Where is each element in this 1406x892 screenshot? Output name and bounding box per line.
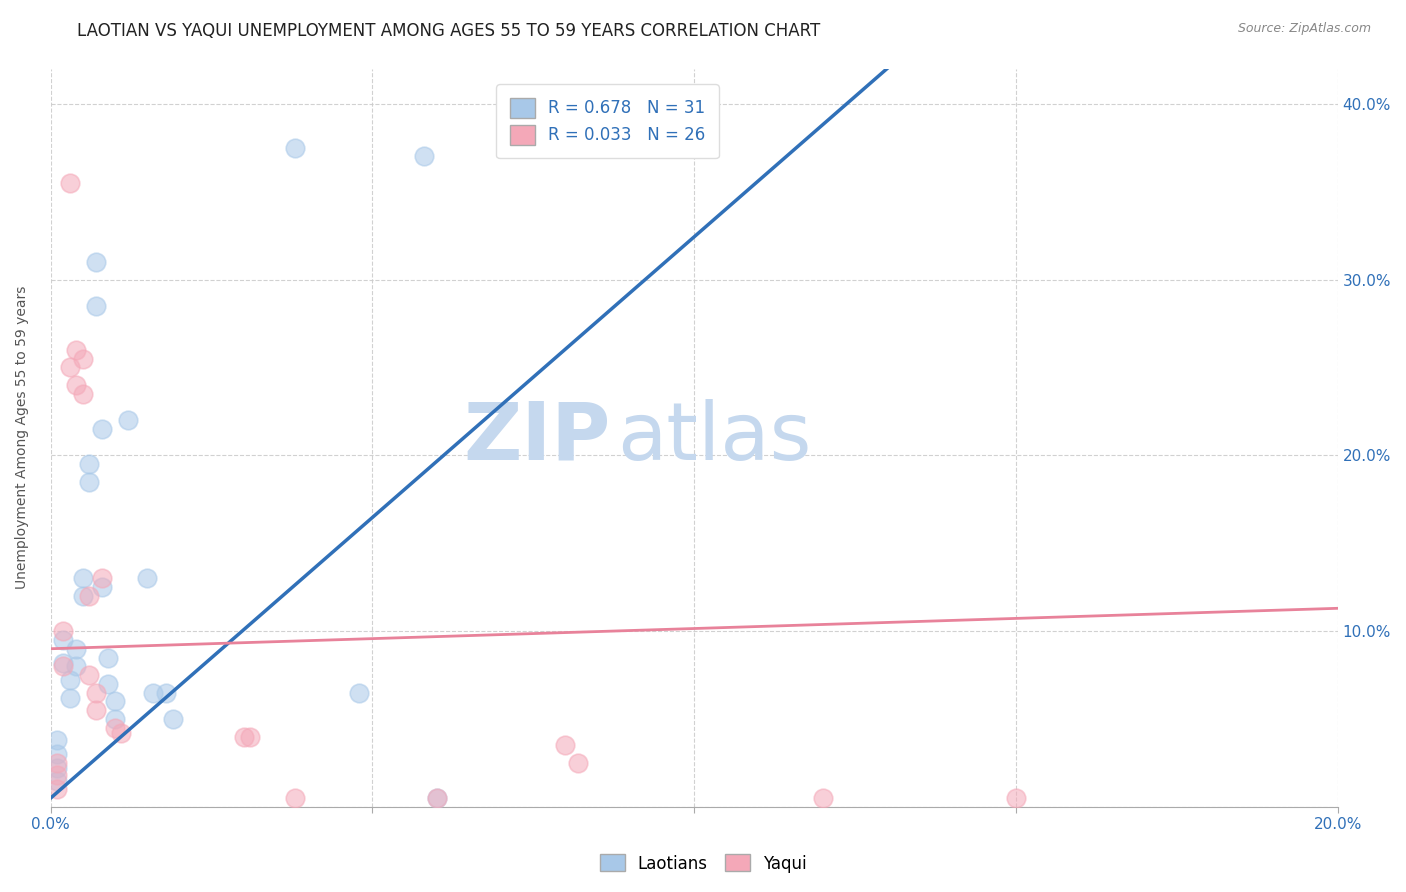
Point bbox=[77, 589, 100, 603]
Point bbox=[91, 422, 114, 436]
Point bbox=[811, 791, 834, 805]
Point bbox=[567, 756, 589, 770]
Point bbox=[349, 686, 371, 700]
Point bbox=[84, 299, 107, 313]
Point bbox=[104, 694, 127, 708]
Y-axis label: Unemployment Among Ages 55 to 59 years: Unemployment Among Ages 55 to 59 years bbox=[15, 286, 30, 590]
Point bbox=[59, 176, 82, 190]
Point bbox=[46, 768, 69, 782]
Point bbox=[72, 589, 94, 603]
Point bbox=[46, 747, 69, 762]
Point bbox=[72, 571, 94, 585]
Legend: R = 0.678   N = 31, R = 0.033   N = 26: R = 0.678 N = 31, R = 0.033 N = 26 bbox=[496, 84, 718, 158]
Text: LAOTIAN VS YAQUI UNEMPLOYMENT AMONG AGES 55 TO 59 YEARS CORRELATION CHART: LAOTIAN VS YAQUI UNEMPLOYMENT AMONG AGES… bbox=[77, 22, 821, 40]
Point bbox=[91, 571, 114, 585]
Point bbox=[59, 673, 82, 688]
Point bbox=[97, 677, 120, 691]
Point bbox=[110, 726, 132, 740]
Point bbox=[84, 703, 107, 717]
Point bbox=[65, 641, 87, 656]
Point bbox=[77, 457, 100, 471]
Point bbox=[284, 141, 307, 155]
Point bbox=[1005, 791, 1028, 805]
Point bbox=[46, 761, 69, 775]
Point bbox=[104, 712, 127, 726]
Point bbox=[104, 721, 127, 735]
Point bbox=[52, 659, 75, 673]
Point bbox=[59, 360, 82, 375]
Point bbox=[46, 773, 69, 788]
Point bbox=[46, 782, 69, 797]
Point bbox=[77, 668, 100, 682]
Point bbox=[142, 686, 165, 700]
Point bbox=[412, 149, 434, 163]
Point bbox=[155, 686, 177, 700]
Point bbox=[284, 791, 307, 805]
Text: ZIP: ZIP bbox=[463, 399, 610, 476]
Point bbox=[91, 580, 114, 594]
Point bbox=[65, 343, 87, 357]
Point bbox=[162, 712, 184, 726]
Point bbox=[239, 730, 262, 744]
Point bbox=[426, 791, 449, 805]
Point bbox=[59, 690, 82, 705]
Point bbox=[65, 378, 87, 392]
Point bbox=[52, 624, 75, 639]
Point bbox=[77, 475, 100, 489]
Point bbox=[72, 351, 94, 366]
Text: atlas: atlas bbox=[617, 399, 811, 476]
Point bbox=[84, 255, 107, 269]
Point bbox=[46, 756, 69, 770]
Point bbox=[52, 632, 75, 647]
Point bbox=[136, 571, 159, 585]
Point bbox=[117, 413, 139, 427]
Point bbox=[65, 659, 87, 673]
Point bbox=[46, 733, 69, 747]
Point bbox=[426, 791, 449, 805]
Point bbox=[52, 656, 75, 670]
Point bbox=[72, 386, 94, 401]
Legend: Laotians, Yaqui: Laotians, Yaqui bbox=[593, 847, 813, 880]
Point bbox=[84, 686, 107, 700]
Point bbox=[554, 739, 576, 753]
Text: Source: ZipAtlas.com: Source: ZipAtlas.com bbox=[1237, 22, 1371, 36]
Point bbox=[232, 730, 254, 744]
Point bbox=[97, 650, 120, 665]
